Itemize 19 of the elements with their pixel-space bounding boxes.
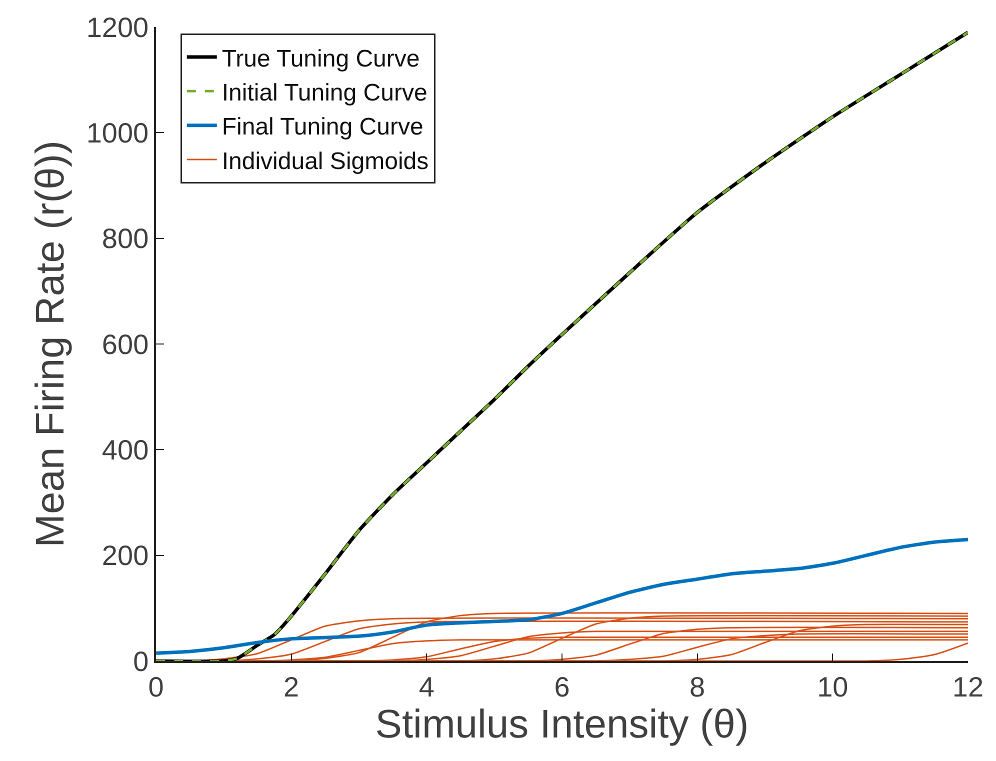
y-tick-label: 1200 <box>86 12 149 43</box>
y-tick-label: 800 <box>102 223 149 254</box>
x-tick-label: 2 <box>284 671 300 702</box>
y-tick-label: 0 <box>133 646 149 677</box>
x-tick-label: 10 <box>817 671 848 702</box>
x-axis-title: Stimulus Intensity (θ) <box>375 702 749 746</box>
y-tick-label: 400 <box>102 434 149 466</box>
legend-label: True Tuning Curve <box>222 45 420 72</box>
y-tick-label: 1000 <box>86 117 149 148</box>
legend-label: Final Tuning Curve <box>222 114 424 141</box>
x-tick-label: 12 <box>952 671 984 702</box>
y-axis-title: Mean Firing Rate (r(θ)) <box>28 140 72 548</box>
y-tick-label: 200 <box>102 540 149 572</box>
legend-label: Individual Sigmoids <box>222 148 429 175</box>
x-tick-label: 4 <box>418 671 434 702</box>
legend-label: Initial Tuning Curve <box>222 80 428 106</box>
x-tick-label: 8 <box>690 671 706 702</box>
y-tick-label: 600 <box>102 328 149 360</box>
x-tick-label: 6 <box>554 671 570 702</box>
